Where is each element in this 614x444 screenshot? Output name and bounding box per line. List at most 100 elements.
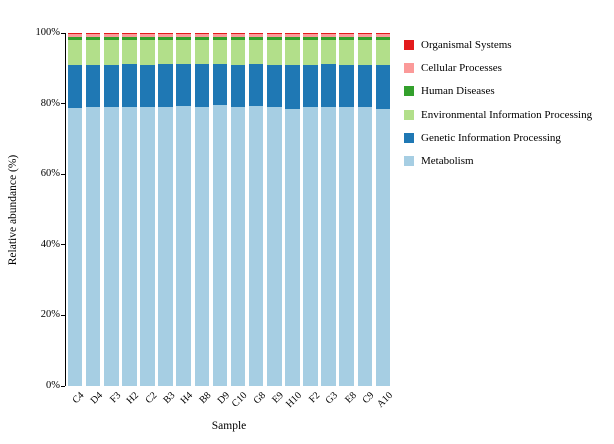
- legend-item-genetic-information-processing: Genetic Information Processing: [404, 132, 592, 145]
- bar-segment-cellular-processes: [339, 34, 354, 37]
- bar-segment-metabolism: [212, 105, 228, 386]
- bar-segment-cellular-processes: [303, 34, 318, 37]
- stacked-bar-g8: [248, 33, 264, 386]
- bar-segment-metabolism: [375, 108, 391, 386]
- bar-segment-organismal-systems: [267, 33, 282, 35]
- bar-segment-organismal-systems: [212, 33, 228, 35]
- bar-segment-environmental-information-processing: [267, 39, 282, 65]
- bar-segment-cellular-processes: [122, 34, 137, 37]
- bar-segment-metabolism: [285, 108, 300, 386]
- stacked-bar-b8: [194, 33, 210, 386]
- legend-label: Cellular Processes: [421, 61, 502, 74]
- y-tick-label: 0%: [46, 380, 60, 391]
- bar-segment-metabolism: [140, 107, 155, 386]
- bar-segment-cellular-processes: [85, 34, 101, 37]
- legend-item-cellular-processes: Cellular Processes: [404, 61, 592, 74]
- y-tick-mark: [61, 385, 65, 387]
- bar-segment-human-diseases: [158, 36, 173, 40]
- bar-segment-metabolism: [357, 107, 373, 386]
- bar-segment-metabolism: [158, 106, 173, 386]
- stacked-bar-d9: [212, 33, 228, 386]
- bar-segment-environmental-information-processing: [212, 39, 228, 64]
- bar-segment-environmental-information-processing: [140, 39, 155, 65]
- bar-segment-environmental-information-processing: [122, 39, 137, 65]
- bar-segment-cellular-processes: [140, 34, 155, 37]
- bar-segment-organismal-systems: [321, 33, 336, 35]
- stacked-bar-c9: [357, 33, 373, 386]
- bar-segment-organismal-systems: [230, 33, 246, 35]
- bar-segment-genetic-information-processing: [285, 65, 300, 109]
- bar-segment-organismal-systems: [122, 33, 137, 35]
- bar-segment-human-diseases: [339, 36, 354, 40]
- bar-segment-cellular-processes: [375, 34, 391, 37]
- bar-segment-metabolism: [303, 107, 318, 386]
- bar-segment-human-diseases: [248, 36, 264, 40]
- bar-segment-metabolism: [104, 107, 119, 386]
- bar-segment-human-diseases: [140, 36, 155, 40]
- bar-segment-metabolism: [176, 106, 191, 386]
- bar-segment-genetic-information-processing: [267, 64, 282, 108]
- bar-segment-environmental-information-processing: [248, 39, 264, 65]
- bar-segment-cellular-processes: [230, 34, 246, 37]
- bar-segment-environmental-information-processing: [230, 39, 246, 65]
- legend-swatch-cellular-processes: [404, 62, 414, 73]
- bar-segment-environmental-information-processing: [67, 39, 83, 66]
- bar-segment-organismal-systems: [85, 33, 101, 35]
- legend-swatch-human-diseases: [404, 86, 414, 97]
- legend-label: Genetic Information Processing: [421, 132, 561, 145]
- bar-segment-cellular-processes: [285, 34, 300, 37]
- legend-label: Human Diseases: [421, 85, 495, 98]
- legend-item-metabolism: Metabolism: [404, 155, 592, 168]
- bar-segment-genetic-information-processing: [339, 64, 354, 108]
- stacked-bar-h4: [176, 33, 191, 386]
- y-tick-label: 40%: [40, 238, 60, 250]
- bar-segment-environmental-information-processing: [176, 39, 191, 65]
- bar-segment-human-diseases: [104, 36, 119, 40]
- y-tick-mark: [61, 103, 65, 105]
- stacked-bar-c10: [230, 33, 246, 386]
- legend: Organismal Systems Cellular Processes Huma…: [404, 38, 592, 178]
- bar-segment-metabolism: [122, 106, 137, 386]
- bar-segment-cellular-processes: [67, 34, 83, 37]
- legend-item-environmental-information-processing: Environmental Information Processing: [404, 108, 592, 121]
- bar-segment-organismal-systems: [67, 33, 83, 35]
- bar-segment-cellular-processes: [104, 34, 119, 37]
- bar-segment-metabolism: [194, 107, 210, 386]
- bar-segment-cellular-processes: [248, 34, 264, 37]
- bar-segment-environmental-information-processing: [85, 39, 101, 65]
- bar-segment-cellular-processes: [212, 34, 228, 37]
- bar-segment-genetic-information-processing: [67, 65, 83, 108]
- stacked-bar-e9: [267, 33, 282, 386]
- legend-label: Metabolism: [421, 155, 474, 168]
- bar-segment-human-diseases: [67, 36, 83, 40]
- legend-item-organismal-systems: Organismal Systems: [404, 38, 592, 51]
- bar-segment-environmental-information-processing: [339, 39, 354, 65]
- bar-segment-organismal-systems: [339, 33, 354, 35]
- bar-segment-metabolism: [267, 107, 282, 386]
- y-tick-label: 100%: [35, 27, 61, 38]
- bar-segment-environmental-information-processing: [303, 39, 318, 65]
- bar-segment-genetic-information-processing: [248, 64, 264, 107]
- stacked-bar-h2: [122, 33, 137, 386]
- y-tick-label: 60%: [40, 168, 60, 180]
- y-tick-mark: [61, 173, 65, 175]
- bar-segment-genetic-information-processing: [357, 64, 373, 108]
- y-axis-title: Relative abundance (%): [7, 154, 19, 266]
- bar-segment-organismal-systems: [104, 33, 119, 35]
- bar-segment-cellular-processes: [158, 34, 173, 37]
- y-tick-label: 20%: [40, 309, 60, 321]
- y-axis-line: [65, 33, 66, 386]
- legend-item-human-diseases: Human Diseases: [404, 85, 592, 98]
- bar-segment-organismal-systems: [357, 33, 373, 35]
- bar-segment-environmental-information-processing: [158, 39, 173, 65]
- bar-segment-organismal-systems: [303, 33, 318, 35]
- bar-segment-organismal-systems: [176, 33, 191, 35]
- x-axis-title: Sample: [211, 420, 247, 432]
- y-tick-mark: [61, 244, 65, 246]
- bar-segment-organismal-systems: [248, 33, 264, 35]
- bar-segment-cellular-processes: [357, 34, 373, 37]
- bar-segment-environmental-information-processing: [104, 39, 119, 65]
- y-tick-mark: [61, 32, 65, 34]
- plot-area: 0% 20% 40% 60% 80% 100%: [36, 27, 392, 391]
